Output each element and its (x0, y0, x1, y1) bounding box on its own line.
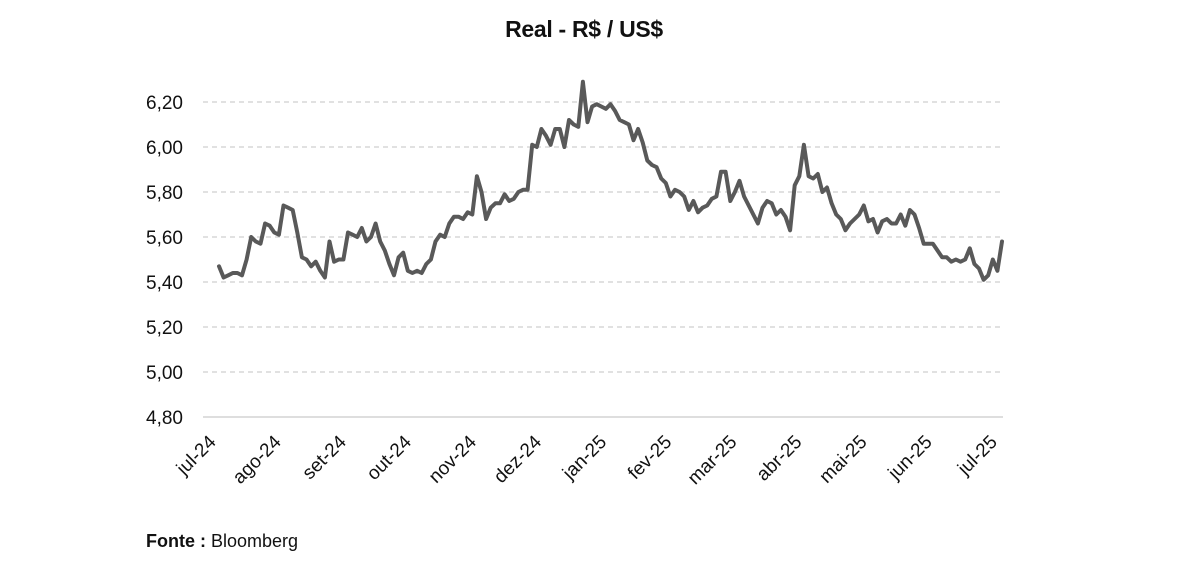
x-tick-label: mai-25 (816, 432, 872, 488)
y-tick-label: 5,20 (146, 318, 183, 339)
source-value: Bloomberg (211, 531, 299, 551)
y-tick-label: 5,60 (146, 228, 183, 249)
x-tick-label: jul-25 (953, 432, 1001, 480)
chart-title: Real - R$ / US$ (505, 16, 663, 42)
x-tick-label: fev-25 (624, 432, 676, 484)
series-line (217, 79, 1004, 282)
x-tick-label: out-24 (363, 431, 416, 484)
source-label: Fonte : (146, 531, 206, 551)
y-tick-label: 4,80 (146, 408, 183, 429)
y-axis-ticks: 6,20 6,00 5,80 5,60 5,40 5,20 5,00 4,80 (146, 93, 183, 429)
x-tick-label: mar-25 (684, 432, 741, 489)
x-tick-label: ago-24 (229, 431, 286, 488)
x-tick-label: dez-24 (490, 431, 546, 487)
y-tick-label: 6,20 (146, 93, 183, 114)
source-note: Fonte : Bloomberg (146, 531, 298, 552)
y-tick-label: 6,00 (146, 138, 183, 159)
series-layer (217, 79, 1004, 282)
x-axis-ticks: jul-24 ago-24 set-24 out-24 nov-24 dez-24 jan-… (172, 431, 1002, 489)
x-tick-label: jun-25 (884, 432, 937, 485)
x-tick-label: jan-25 (558, 432, 611, 485)
gridlines (203, 101, 1003, 373)
x-tick-label: jul-24 (172, 431, 221, 480)
x-tick-label: nov-24 (425, 431, 481, 487)
y-tick-label: 5,40 (146, 273, 183, 294)
x-tick-label: abr-25 (753, 432, 807, 486)
y-tick-label: 5,00 (146, 363, 183, 384)
x-tick-label: set-24 (299, 431, 351, 483)
y-tick-label: 5,80 (146, 183, 183, 204)
